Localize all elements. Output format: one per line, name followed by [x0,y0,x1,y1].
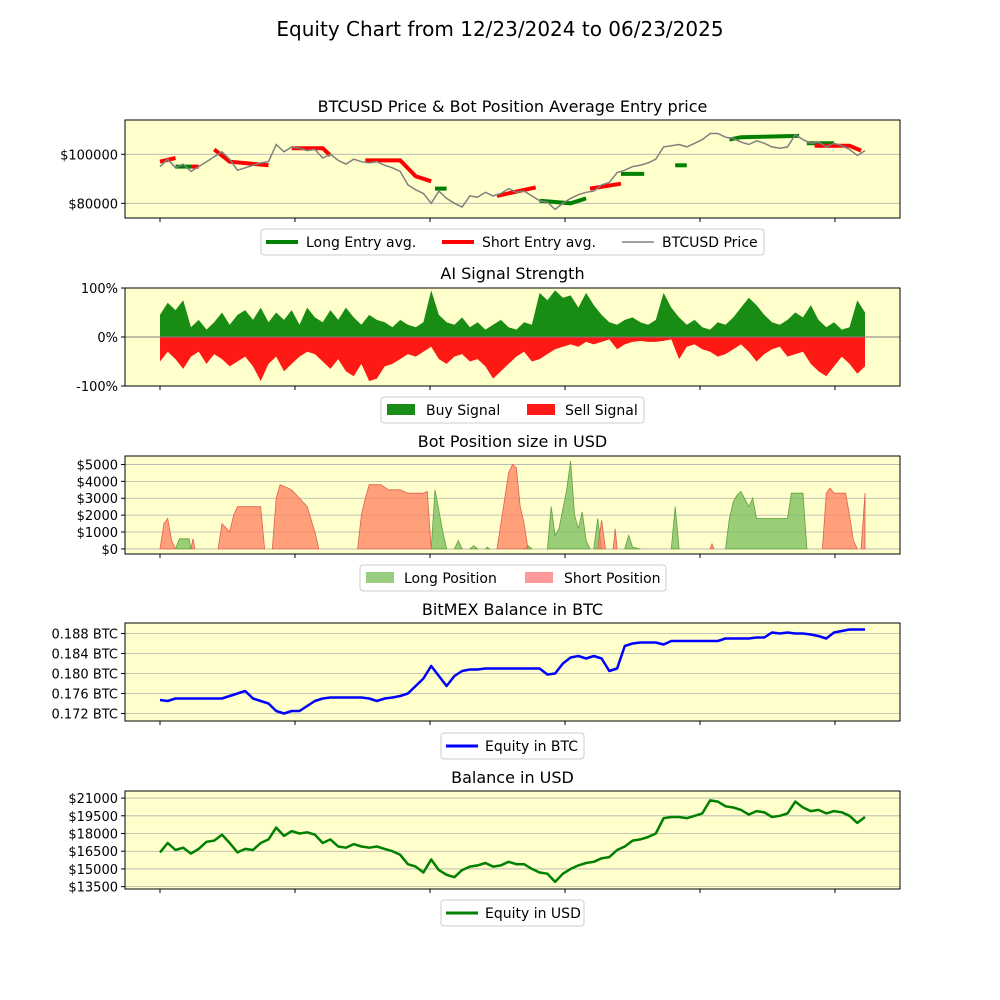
usd-ytick-label: $15000 [68,863,118,878]
equity-btc-line [159,628,865,715]
usd-legend: Equity in USD [440,899,585,927]
long-position-area [174,538,192,550]
btc-ytick-label: 0.172 BTC [51,708,118,723]
usd-ytick-label: $16500 [68,845,118,860]
btc-ytick-label: 0.180 BTC [51,668,118,683]
position-ytick-label: $0 [101,543,118,558]
signal-panel: AI Signal Strength -100% 0% 100% Buy Signa… [76,264,901,424]
btc-panel-title: BitMEX Balance in BTC [422,600,603,619]
short-position-area [217,506,266,550]
price-panel-title: BTCUSD Price & Bot Position Average Entr… [318,97,708,116]
usd-plot-frame [124,790,901,890]
usd-ytick-label: $13500 [68,881,118,896]
short-position-area [709,542,715,550]
short-position-area [357,484,432,550]
long-position-area [484,546,491,550]
position-ytick-label: $2000 [77,509,118,524]
long-position-area [624,534,641,550]
legend-buy-swatch [387,404,415,415]
position-panel: Bot Position size in USD $0 $1000 $2000 $30… [77,432,901,592]
position-legend: Long Position Short Position [359,564,667,592]
price-plot-frame [124,119,901,219]
legend-long-position-label: Long Position [404,571,497,587]
legend-short-position-label: Short Position [564,571,661,587]
btc-legend-box [440,732,585,760]
short-entry-segment [291,146,332,157]
buy-signal-area [160,290,865,337]
legend-price-label: BTCUSD Price [662,235,758,251]
long-entry-segment [539,196,587,206]
legend-sell-label: Sell Signal [565,403,638,419]
signal-ytick-label: 100% [81,282,118,297]
short-entry-segment [814,143,862,153]
price-panel: BTCUSD Price & Bot Position Average Entr… [60,97,901,256]
btc-ytick-label: 0.184 BTC [51,648,118,663]
signal-legend: Buy Signal Sell Signal [380,396,645,424]
position-plot-frame [124,455,901,555]
btc-plot-area [125,623,900,721]
legend-long-position-swatch [366,572,394,583]
long-position-area [546,461,591,550]
signal-panel-title: AI Signal Strength [440,264,584,283]
price-legend: Long Entry avg. Short Entry avg. BTCUSD … [260,228,765,256]
legend-short-position-swatch [525,572,553,583]
long-position-area [725,490,808,550]
usd-panel-title: Balance in USD [451,768,574,787]
position-ytick-label: $1000 [77,526,118,541]
position-ytick-label: $3000 [77,492,118,507]
signal-legend-box [380,396,645,424]
short-entry-segment [365,158,432,184]
position-legend-box [359,564,667,592]
usd-plot-area [125,791,900,889]
legend-sell-swatch [527,404,555,415]
btc-panel: BitMEX Balance in BTC 0.172 BTC 0.176 BTC… [51,600,901,760]
btc-ytick-label: 0.176 BTC [51,688,118,703]
price-legend-box [260,228,765,256]
long-position-area [670,506,680,550]
legend-short-entry-label: Short Entry avg. [482,235,596,251]
btc-plot-frame [124,622,901,722]
usd-legend-box [440,899,585,927]
btcusd-price-line [159,132,866,211]
usd-ytick-label: $19500 [68,810,118,825]
legend-long-entry-label: Long Entry avg. [306,235,416,251]
short-position-area [597,520,606,550]
btc-legend: Equity in BTC [440,732,585,760]
figure-title: Equity Chart from 12/23/2024 to 06/23/20… [276,17,723,41]
signal-ytick-label: -100% [76,380,118,395]
long-position-area [430,489,448,550]
short-position-area [860,493,866,550]
price-ytick-label: $100000 [60,148,118,163]
usd-ytick-label: $21000 [68,792,118,807]
short-position-area [612,528,618,550]
short-position-area [159,517,177,550]
long-position-area [468,545,479,550]
usd-ytick-label: $18000 [68,828,118,843]
short-position-area [821,487,858,550]
short-position-area [496,463,529,550]
legend-usd-label: Equity in USD [485,906,581,922]
price-ytick-label: $80000 [68,197,118,212]
position-panel-title: Bot Position size in USD [418,432,607,451]
long-position-area [453,539,463,550]
legend-btc-label: Equity in BTC [485,739,578,755]
position-ytick-label: $4000 [77,475,118,490]
btc-ytick-label: 0.188 BTC [51,628,118,643]
usd-panel: Balance in USD $13500 $15000 $16500 $18000 $… [68,768,901,927]
signal-ytick-label: 0% [97,331,118,346]
short-position-area [271,484,320,550]
short-position-area [190,538,196,550]
short-entry-segment [589,181,622,191]
equity-usd-line [159,799,866,884]
legend-buy-label: Buy Signal [426,403,500,419]
sell-signal-area [160,337,865,382]
position-ytick-label: $5000 [77,458,118,473]
